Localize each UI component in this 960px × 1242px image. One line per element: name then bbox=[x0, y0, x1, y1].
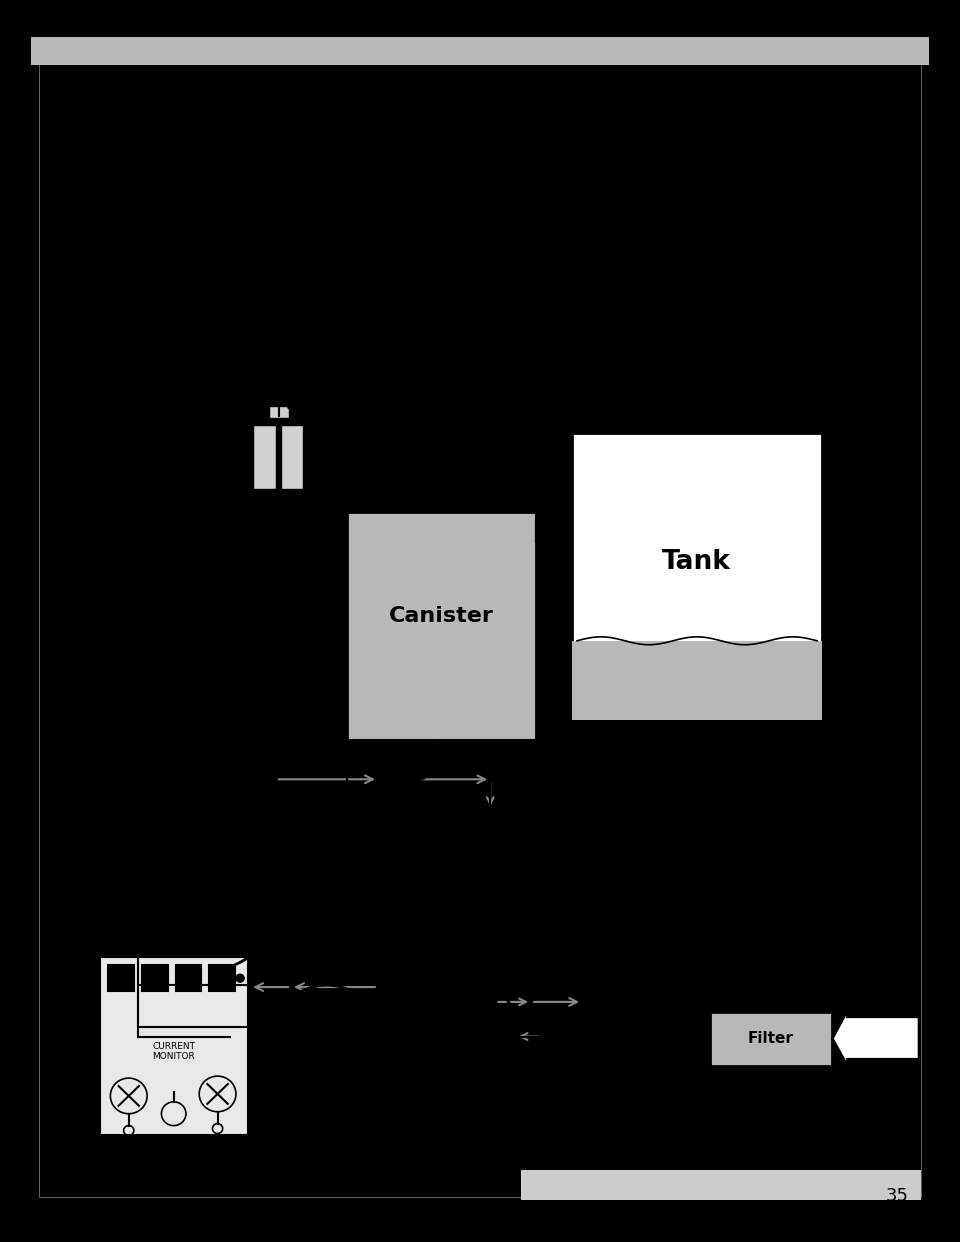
Bar bbox=[229, 760, 802, 1086]
Text: Pump: Pump bbox=[458, 1090, 502, 1105]
Text: Engine: Engine bbox=[92, 651, 151, 666]
Text: Change-Over
Valve: Change-Over Valve bbox=[378, 766, 480, 796]
Bar bbox=[276, 804, 491, 992]
Bar bbox=[281, 425, 303, 489]
Text: CURRENT
MONITOR: CURRENT MONITOR bbox=[153, 1042, 195, 1061]
Text: The ECM simultaneously monitors the pump motor current flow .  The motor current: The ECM simultaneously monitors the pump… bbox=[49, 245, 691, 319]
Bar bbox=[348, 512, 536, 740]
Polygon shape bbox=[465, 1005, 495, 1018]
Text: M: M bbox=[315, 1025, 339, 1048]
Text: LEAK DIAGNOSIS TEST: LEAK DIAGNOSIS TEST bbox=[49, 94, 295, 114]
Text: PHASE 1 -  REFERENCE MEASUREMENT: PHASE 1 - REFERENCE MEASUREMENT bbox=[49, 134, 398, 149]
Text: 5: 5 bbox=[117, 969, 125, 979]
Text: 4: 4 bbox=[151, 969, 158, 979]
Text: Filter: Filter bbox=[748, 1031, 794, 1046]
Text: Electric
Motor LDP: Electric Motor LDP bbox=[582, 768, 664, 797]
Bar bbox=[572, 433, 822, 720]
Polygon shape bbox=[832, 1010, 919, 1066]
Text: The ECM  activates the pump motor.  The pump pulls air from the filtered air inl: The ECM activates the pump motor. The pu… bbox=[49, 171, 688, 205]
Bar bbox=[232, 851, 249, 900]
Bar bbox=[100, 958, 249, 1135]
Bar bbox=[253, 425, 276, 489]
Text: 3: 3 bbox=[184, 969, 192, 979]
Bar bbox=[439, 838, 491, 938]
Circle shape bbox=[236, 974, 244, 982]
Bar bbox=[245, 419, 311, 497]
Bar bbox=[269, 406, 289, 419]
Bar bbox=[142, 965, 168, 991]
Bar bbox=[253, 497, 304, 517]
Bar bbox=[31, 37, 929, 65]
Text: +: + bbox=[314, 740, 330, 759]
Text: Purge
Valve: Purge Valve bbox=[284, 381, 330, 412]
Text: Canister: Canister bbox=[389, 606, 493, 626]
Text: 2: 2 bbox=[218, 969, 226, 979]
Text: 0.5mm
Reference
Orifice: 0.5mm Reference Orifice bbox=[148, 851, 220, 893]
Bar bbox=[469, 1088, 491, 1103]
Bar bbox=[709, 1012, 832, 1066]
Bar bbox=[317, 1088, 337, 1103]
Bar bbox=[212, 851, 228, 900]
Text: Throttle
Plate: Throttle Plate bbox=[92, 411, 156, 441]
Text: +: + bbox=[539, 740, 555, 759]
Bar bbox=[108, 965, 133, 991]
Bar bbox=[572, 641, 822, 720]
Text: Fresh Air: Fresh Air bbox=[840, 1071, 917, 1087]
Bar bbox=[209, 965, 235, 991]
Text: Tank: Tank bbox=[662, 549, 731, 575]
Text: 35: 35 bbox=[886, 1187, 909, 1205]
Bar bbox=[176, 965, 202, 991]
Bar bbox=[521, 1170, 921, 1200]
Bar bbox=[249, 968, 284, 1047]
Circle shape bbox=[543, 782, 558, 796]
